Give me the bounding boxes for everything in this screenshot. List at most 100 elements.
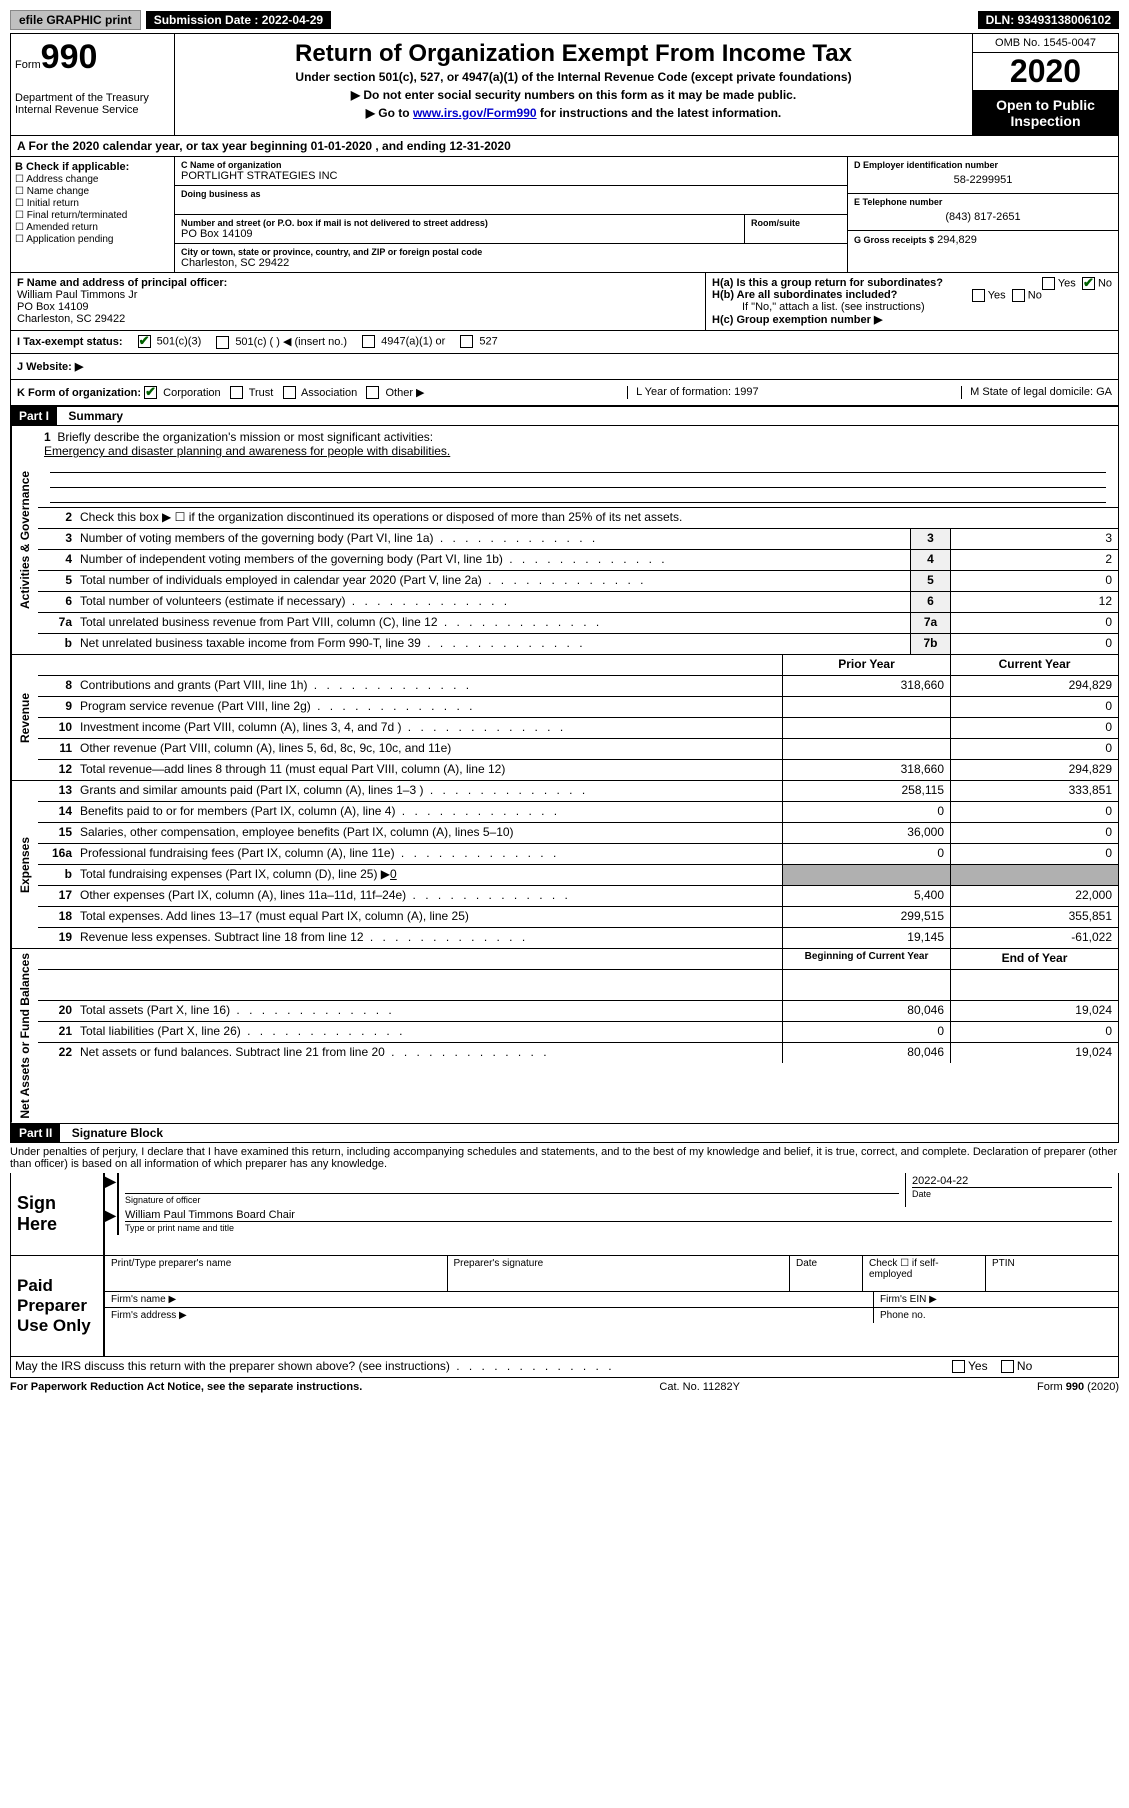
- chk-527[interactable]: [460, 335, 473, 348]
- chk-app-pending[interactable]: ☐ Application pending: [15, 234, 170, 245]
- val-4: 2: [950, 550, 1118, 570]
- chk-name-change[interactable]: ☐ Name change: [15, 186, 170, 197]
- chk-trust[interactable]: [230, 386, 243, 399]
- chk-other[interactable]: [366, 386, 379, 399]
- discuss-row: May the IRS discuss this return with the…: [10, 1357, 1119, 1378]
- chk-discuss-no[interactable]: [1001, 1360, 1014, 1373]
- year-formation: L Year of formation: 1997: [627, 386, 759, 400]
- chk-address-change[interactable]: ☐ Address change: [15, 174, 170, 185]
- val-5: 0: [950, 571, 1118, 591]
- p9: [782, 697, 950, 717]
- p22: 80,046: [782, 1043, 950, 1063]
- val-7a: 0: [950, 613, 1118, 633]
- penalties-text: Under penalties of perjury, I declare th…: [10, 1143, 1119, 1173]
- dept-label: Department of the Treasury Internal Reve…: [15, 92, 170, 116]
- open-public-badge: Open to Public Inspection: [973, 91, 1118, 135]
- part2-title: Signature Block: [64, 1124, 171, 1142]
- governance-label: Activities & Governance: [11, 426, 38, 654]
- chk-501c[interactable]: [216, 336, 229, 349]
- sign-here-block: Sign Here ▶ Signature of officer 2022-04…: [10, 1173, 1119, 1256]
- p11: [782, 739, 950, 759]
- chk-4947[interactable]: [362, 335, 375, 348]
- state-domicile: M State of legal domicile: GA: [961, 386, 1112, 400]
- c10: 0: [950, 718, 1118, 738]
- efile-print-button[interactable]: efile GRAPHIC print: [10, 10, 141, 30]
- chk-corp[interactable]: [144, 386, 157, 399]
- chk-amended[interactable]: ☐ Amended return: [15, 222, 170, 233]
- form-org-row: K Form of organization: Corporation Trus…: [10, 380, 1119, 407]
- begin-year-header: Beginning of Current Year: [782, 949, 950, 969]
- chk-hb-yes[interactable]: [972, 289, 985, 302]
- instr-ssn: ▶ Do not enter social security numbers o…: [179, 88, 968, 102]
- submission-date: Submission Date : 2022-04-29: [146, 11, 331, 29]
- revenue-section: Revenue Prior YearCurrent Year 8Contribu…: [10, 655, 1119, 781]
- officer-name: William Paul Timmons Board Chair: [125, 1209, 1112, 1221]
- part1-header-row: Part I Summary: [10, 406, 1119, 426]
- part2-badge: Part II: [11, 1124, 60, 1142]
- chk-final-return[interactable]: ☐ Final return/terminated: [15, 210, 170, 221]
- chk-ha-no[interactable]: [1082, 277, 1095, 290]
- revenue-label: Revenue: [11, 655, 38, 780]
- address-cell: Number and street (or P.O. box if mail i…: [175, 215, 847, 244]
- p17: 5,400: [782, 886, 950, 906]
- chk-discuss-yes[interactable]: [952, 1360, 965, 1373]
- instr-link: ▶ Go to www.irs.gov/Form990 for instruct…: [179, 106, 968, 120]
- website-row: J Website: ▶: [10, 354, 1119, 380]
- footer: For Paperwork Reduction Act Notice, see …: [10, 1378, 1119, 1393]
- part1-badge: Part I: [11, 407, 57, 425]
- org-name-cell: C Name of organization PORTLIGHT STRATEG…: [175, 157, 847, 186]
- c15: 0: [950, 823, 1118, 843]
- p13: 258,115: [782, 781, 950, 801]
- p16b-gray: [782, 865, 950, 885]
- p10: [782, 718, 950, 738]
- sig-date: 2022-04-22: [912, 1175, 1112, 1187]
- p8: 318,660: [782, 676, 950, 696]
- chk-hb-no[interactable]: [1012, 289, 1025, 302]
- gross-cell: G Gross receipts $ 294,829: [848, 231, 1118, 249]
- city-cell: City or town, state or province, country…: [175, 244, 847, 272]
- expenses-section: Expenses 13Grants and similar amounts pa…: [10, 781, 1119, 949]
- p19: 19,145: [782, 928, 950, 948]
- top-toolbar: efile GRAPHIC print Submission Date : 20…: [10, 10, 1119, 30]
- p21: 0: [782, 1022, 950, 1042]
- chk-assoc[interactable]: [283, 386, 296, 399]
- chk-501c3[interactable]: [138, 335, 151, 348]
- netassets-label: Net Assets or Fund Balances: [11, 949, 38, 1123]
- tel-cell: E Telephone number (843) 817-2651: [848, 194, 1118, 231]
- ein-cell: D Employer identification number 58-2299…: [848, 157, 1118, 194]
- group-return-cell: H(a) Is this a group return for subordin…: [705, 273, 1118, 330]
- tax-year: 2020: [973, 53, 1118, 91]
- current-year-header: Current Year: [950, 655, 1118, 675]
- cat-no: Cat. No. 11282Y: [659, 1381, 740, 1393]
- c9: 0: [950, 697, 1118, 717]
- c12: 294,829: [950, 760, 1118, 780]
- chk-ha-yes[interactable]: [1042, 277, 1055, 290]
- calendar-year-row: A For the 2020 calendar year, or tax yea…: [10, 135, 1119, 157]
- c8: 294,829: [950, 676, 1118, 696]
- netassets-section: Net Assets or Fund Balances Beginning of…: [10, 949, 1119, 1124]
- mission-text: Emergency and disaster planning and awar…: [44, 444, 450, 458]
- arrow-icon: ▶: [105, 1207, 116, 1223]
- form990-link[interactable]: www.irs.gov/Form990: [413, 106, 537, 120]
- p16a: 0: [782, 844, 950, 864]
- p12: 318,660: [782, 760, 950, 780]
- paid-preparer-block: Paid Preparer Use Only Print/Type prepar…: [10, 1256, 1119, 1357]
- form-subtitle: Under section 501(c), 527, or 4947(a)(1)…: [179, 70, 968, 84]
- c19: -61,022: [950, 928, 1118, 948]
- form-header: Form990 Department of the Treasury Inter…: [10, 33, 1119, 135]
- form-number: Form990: [15, 38, 170, 77]
- governance-section: Activities & Governance 1 Briefly descri…: [10, 426, 1119, 655]
- arrow-icon: ▶: [105, 1173, 116, 1189]
- omb-number: OMB No. 1545-0047: [973, 34, 1118, 53]
- p18: 299,515: [782, 907, 950, 927]
- end-year-header: End of Year: [950, 949, 1118, 969]
- c18: 355,851: [950, 907, 1118, 927]
- officer-cell: F Name and address of principal officer:…: [11, 273, 705, 330]
- dba-cell: Doing business as: [175, 186, 847, 215]
- form-title: Return of Organization Exempt From Incom…: [179, 40, 968, 68]
- val-6: 12: [950, 592, 1118, 612]
- val-3: 3: [950, 529, 1118, 549]
- p20: 80,046: [782, 1001, 950, 1021]
- chk-initial-return[interactable]: ☐ Initial return: [15, 198, 170, 209]
- expenses-label: Expenses: [11, 781, 38, 948]
